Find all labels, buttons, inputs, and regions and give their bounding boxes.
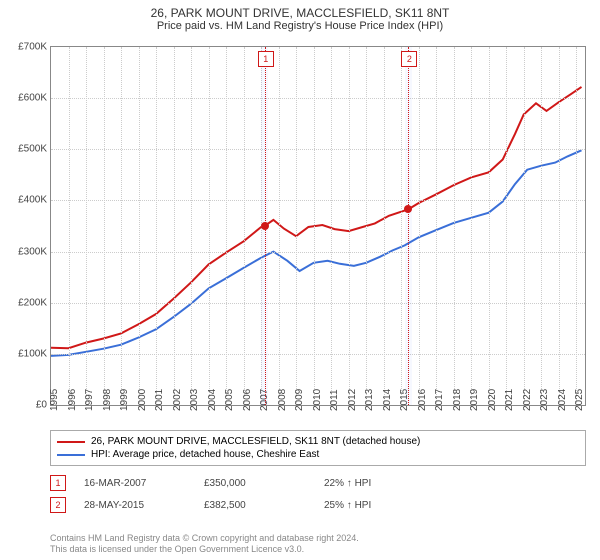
y-tick-label: £200K: [18, 297, 51, 308]
y-tick-label: £400K: [18, 195, 51, 206]
sale-event-row: 1 16-MAR-2007 £350,000 22% ↑ HPI: [50, 472, 444, 494]
x-tick-label: 2005: [224, 389, 235, 411]
y-tick-label: £100K: [18, 348, 51, 359]
sale-price: £350,000: [204, 478, 324, 489]
x-tick-label: 2020: [487, 389, 498, 411]
sale-events-table: 1 16-MAR-2007 £350,000 22% ↑ HPI 2 28-MA…: [50, 472, 444, 516]
sale-marker-badge: 1: [50, 475, 66, 491]
footer-attribution: Contains HM Land Registry data © Crown c…: [50, 533, 359, 556]
legend: 26, PARK MOUNT DRIVE, MACCLESFIELD, SK11…: [50, 430, 586, 466]
series-line-price_paid: [51, 87, 582, 348]
x-tick-label: 2002: [172, 389, 183, 411]
x-tick-label: 2018: [452, 389, 463, 411]
y-tick-label: £500K: [18, 144, 51, 155]
x-tick-label: 2006: [242, 389, 253, 411]
x-tick-label: 2019: [469, 389, 480, 411]
sale-marker-on-chart: 2: [401, 51, 417, 67]
x-tick-label: 2008: [277, 389, 288, 411]
footer-line: Contains HM Land Registry data © Crown c…: [50, 533, 359, 545]
legend-swatch: [57, 454, 85, 456]
y-tick-label: £700K: [18, 42, 51, 53]
x-tick-label: 2017: [434, 389, 445, 411]
chart-lines-svg: [51, 47, 585, 405]
sale-dot: [404, 205, 412, 213]
x-tick-label: 2009: [294, 389, 305, 411]
chart-title: 26, PARK MOUNT DRIVE, MACCLESFIELD, SK11…: [0, 0, 600, 20]
x-tick-label: 2001: [154, 389, 165, 411]
x-tick-label: 2014: [382, 389, 393, 411]
x-tick-label: 2024: [557, 389, 568, 411]
sale-date: 28-MAY-2015: [84, 500, 204, 511]
chart-plot-area: £0£100K£200K£300K£400K£500K£600K£700K199…: [50, 46, 586, 406]
x-tick-label: 1997: [84, 389, 95, 411]
footer-line: This data is licensed under the Open Gov…: [50, 544, 359, 556]
x-tick-label: 2013: [364, 389, 375, 411]
x-tick-label: 2022: [522, 389, 533, 411]
x-tick-label: 1996: [67, 389, 78, 411]
y-tick-label: £300K: [18, 246, 51, 257]
x-tick-label: 2000: [137, 389, 148, 411]
y-tick-label: £600K: [18, 93, 51, 104]
sale-dot: [261, 222, 269, 230]
x-tick-label: 2011: [329, 389, 340, 411]
sale-event-row: 2 28-MAY-2015 £382,500 25% ↑ HPI: [50, 494, 444, 516]
x-tick-label: 2016: [417, 389, 428, 411]
x-tick-label: 1995: [49, 389, 60, 411]
x-tick-label: 2023: [539, 389, 550, 411]
legend-label: HPI: Average price, detached house, Ches…: [91, 449, 319, 460]
x-tick-label: 2021: [504, 389, 515, 411]
sale-date: 16-MAR-2007: [84, 478, 204, 489]
legend-swatch: [57, 441, 85, 443]
sale-marker-badge: 2: [50, 497, 66, 513]
sale-price: £382,500: [204, 500, 324, 511]
sale-vs-hpi: 25% ↑ HPI: [324, 500, 444, 511]
x-tick-label: 1998: [102, 389, 113, 411]
x-tick-label: 2025: [574, 389, 585, 411]
x-tick-label: 2003: [189, 389, 200, 411]
legend-label: 26, PARK MOUNT DRIVE, MACCLESFIELD, SK11…: [91, 436, 420, 447]
legend-row: HPI: Average price, detached house, Ches…: [57, 448, 579, 461]
legend-row: 26, PARK MOUNT DRIVE, MACCLESFIELD, SK11…: [57, 435, 579, 448]
sale-marker-on-chart: 1: [258, 51, 274, 67]
series-line-hpi: [51, 150, 582, 356]
sale-vs-hpi: 22% ↑ HPI: [324, 478, 444, 489]
chart-subtitle: Price paid vs. HM Land Registry's House …: [0, 20, 600, 36]
x-tick-label: 2010: [312, 389, 323, 411]
x-tick-label: 1999: [119, 389, 130, 411]
x-tick-label: 2004: [207, 389, 218, 411]
x-tick-label: 2012: [347, 389, 358, 411]
